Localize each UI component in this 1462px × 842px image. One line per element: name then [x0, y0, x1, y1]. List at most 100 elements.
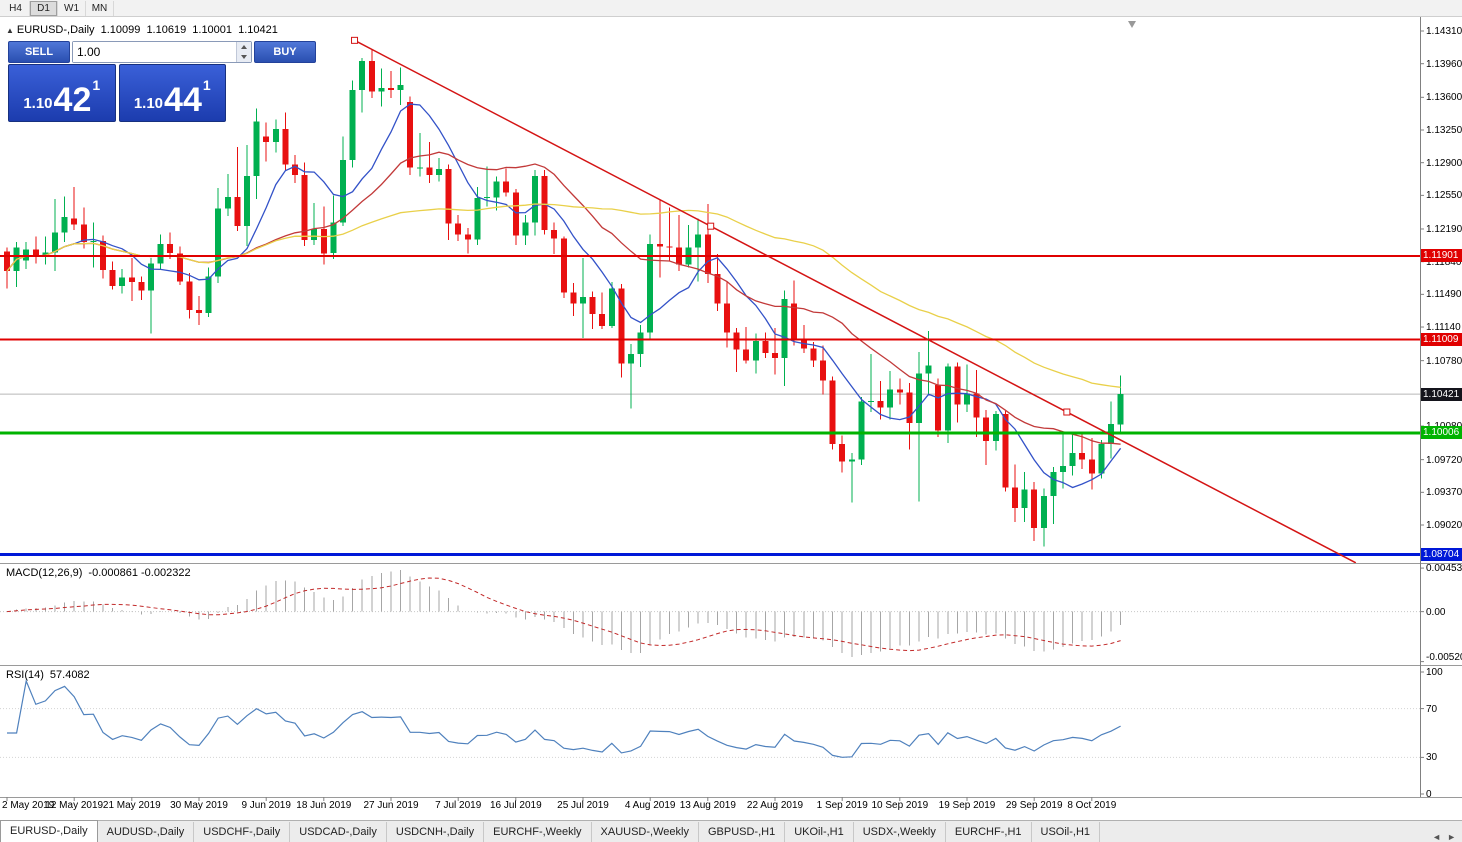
candle-body — [877, 400, 884, 408]
price-axis-label[interactable]: 1.12900 — [1426, 157, 1462, 169]
time-axis-label[interactable]: 13 Aug 2019 — [679, 800, 736, 811]
candle-body — [695, 234, 702, 248]
time-axis-label[interactable]: 25 Jul 2019 — [557, 800, 609, 811]
timeframe-button-w1[interactable]: W1 — [58, 0, 86, 16]
time-axis-label[interactable]: 21 May 2019 — [102, 800, 161, 811]
chart-tab-usdchf-daily[interactable]: USDCHF-,Daily — [194, 822, 291, 842]
volume-input[interactable] — [73, 42, 236, 62]
time-axis-label[interactable]: 10 Sep 2019 — [871, 800, 929, 811]
price-axis-label[interactable]: 1.13250 — [1426, 124, 1462, 136]
candle-body — [580, 297, 586, 304]
chart-collapse-icon[interactable]: ▲ — [6, 26, 14, 35]
price-axis-label[interactable]: 1.10080 — [1426, 421, 1462, 433]
rsi-axis-label[interactable]: 30 — [1426, 752, 1438, 764]
chart-window[interactable]: ▲ EURUSD-,Daily 1.10099 1.10619 1.10001 1… — [0, 17, 1462, 820]
tab-scroll-left-icon[interactable]: ◄ — [1432, 832, 1442, 842]
candle-body — [724, 303, 730, 333]
sell-price-display[interactable]: 1.10 42 1 — [8, 64, 116, 122]
chart-tab-usdcnh-daily[interactable]: USDCNH-,Daily — [387, 822, 485, 842]
chart-tab-xauusd-weekly[interactable]: XAUUSD-,Weekly — [592, 822, 699, 842]
time-axis-label[interactable]: 30 May 2019 — [170, 800, 228, 811]
price-axis-label[interactable]: 1.13600 — [1426, 92, 1462, 104]
price-axis-label[interactable]: 1.09720 — [1426, 454, 1462, 466]
candle-body — [1012, 487, 1018, 509]
candle-body — [781, 299, 788, 358]
chart-tab-usoil-h1[interactable]: USOil-,H1 — [1032, 822, 1101, 842]
chart-tab-usdcad-daily[interactable]: USDCAD-,Daily — [290, 822, 387, 842]
macd-axis-label[interactable]: 0.004536 — [1426, 563, 1462, 575]
candle-body — [349, 89, 356, 160]
price-chart-canvas[interactable] — [0, 17, 1462, 820]
time-axis-label[interactable]: 29 Sep 2019 — [1005, 800, 1063, 811]
buy-price-display[interactable]: 1.10 44 1 — [118, 64, 226, 122]
volume-up-icon[interactable] — [237, 42, 251, 52]
candle-body — [1050, 471, 1057, 497]
moving-average-50 — [6, 203, 1121, 388]
trendline-handle[interactable] — [351, 36, 359, 44]
candle-body — [896, 389, 903, 393]
time-axis-label[interactable]: 22 Aug 2019 — [746, 800, 804, 811]
price-axis-label[interactable]: 1.11840 — [1426, 256, 1462, 268]
time-axis-label[interactable]: 27 Jun 2019 — [363, 800, 419, 811]
candle-body — [810, 348, 817, 361]
candle-body — [858, 401, 865, 460]
candle-body — [752, 341, 759, 361]
timeframe-button-h4[interactable]: H4 — [2, 0, 30, 16]
time-axis-label[interactable]: 12 May 2019 — [45, 800, 104, 811]
candle-body — [704, 234, 711, 274]
chart-tab-eurchf-h1[interactable]: EURCHF-,H1 — [946, 822, 1032, 842]
macd-axis-label[interactable]: -0.005205 — [1426, 652, 1462, 663]
timeframe-button-mn[interactable]: MN — [86, 0, 114, 16]
candle-body — [272, 129, 279, 143]
volume-down-icon[interactable] — [237, 52, 251, 62]
time-axis-label[interactable]: 8 Oct 2019 — [1067, 800, 1117, 811]
descending-trendline[interactable] — [354, 39, 1357, 564]
time-axis-label[interactable]: 1 Sep 2019 — [816, 800, 868, 811]
candle-body — [311, 229, 318, 241]
candle-body — [906, 392, 913, 424]
rsi-axis-label[interactable]: 70 — [1426, 703, 1438, 715]
price-axis-label[interactable]: 1.14310 — [1426, 26, 1462, 37]
candle-body — [551, 229, 558, 239]
candle-body — [1040, 496, 1047, 528]
sell-button[interactable]: SELL — [8, 41, 70, 63]
tab-scroll-right-icon[interactable]: ► — [1447, 832, 1456, 842]
time-axis-label[interactable]: 19 Sep 2019 — [938, 800, 996, 811]
price-axis-label[interactable]: 1.10780 — [1426, 355, 1462, 367]
rsi-axis-label[interactable]: 0 — [1426, 789, 1432, 800]
price-axis-label[interactable]: 1.11140 — [1426, 322, 1461, 334]
chart-shift-marker — [1128, 21, 1136, 28]
chart-tab-gbpusd-h1[interactable]: GBPUSD-,H1 — [699, 822, 786, 842]
time-axis-label[interactable]: 18 Jun 2019 — [296, 800, 352, 811]
candle-body — [368, 60, 375, 92]
candle-body — [935, 384, 942, 431]
macd-axis-label[interactable]: 0.00 — [1426, 606, 1446, 618]
timeframe-button-d1[interactable]: D1 — [30, 0, 58, 16]
price-axis-label[interactable]: 1.12190 — [1426, 223, 1462, 235]
tab-scroll-controls: ◄ ► — [1426, 832, 1462, 842]
price-axis-label[interactable]: 1.09370 — [1426, 487, 1462, 499]
trendline-handle[interactable] — [707, 222, 715, 230]
price-axis-label[interactable]: 1.09020 — [1426, 520, 1462, 531]
time-axis-label[interactable]: 2 May 2019 — [2, 800, 55, 811]
buy-button[interactable]: BUY — [254, 41, 316, 63]
price-axis-label[interactable]: 1.10430 — [1426, 388, 1462, 400]
candle-body — [868, 400, 874, 402]
price-axis-label[interactable]: 1.12550 — [1426, 190, 1462, 202]
rsi-axis-label[interactable]: 100 — [1426, 667, 1443, 678]
time-axis-label[interactable]: 16 Jul 2019 — [489, 800, 542, 811]
time-axis-label[interactable]: 9 Jun 2019 — [241, 800, 291, 811]
time-axis-label[interactable]: 4 Aug 2019 — [624, 800, 676, 811]
price-axis-label[interactable]: 1.13960 — [1426, 58, 1462, 70]
trendline-handle[interactable] — [1063, 408, 1071, 416]
chart-tab-audusd-daily[interactable]: AUDUSD-,Daily — [98, 822, 195, 842]
candle-body — [148, 263, 154, 291]
chart-tab-eurusd-daily[interactable]: EURUSD-,Daily — [0, 820, 98, 842]
price-axis-label[interactable]: 1.11490 — [1426, 289, 1462, 301]
candle-body — [608, 288, 615, 327]
chart-tab-ukoil-h1[interactable]: UKOil-,H1 — [785, 822, 854, 842]
chart-tab-eurchf-weekly[interactable]: EURCHF-,Weekly — [484, 822, 592, 842]
time-axis-label[interactable]: 7 Jul 2019 — [435, 800, 482, 811]
candle-body — [42, 252, 49, 256]
chart-tab-usdx-weekly[interactable]: USDX-,Weekly — [854, 822, 946, 842]
